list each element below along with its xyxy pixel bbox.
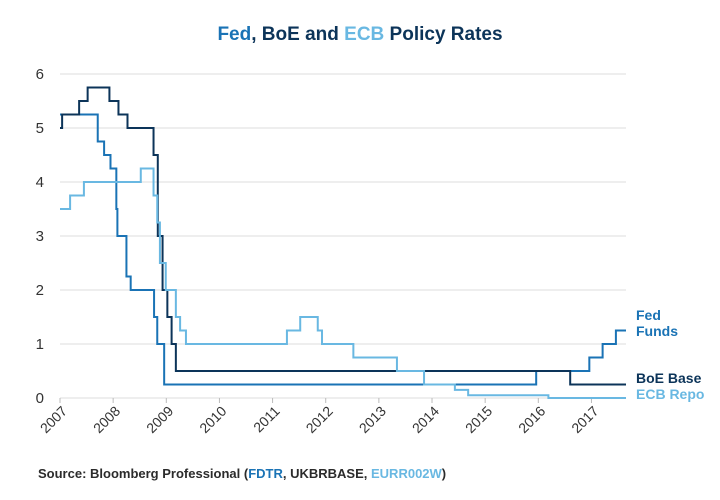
source-mid: , UKBRBASE, bbox=[282, 466, 371, 481]
x-tick-label: 2016 bbox=[515, 403, 548, 436]
x-tick-label: 2013 bbox=[356, 403, 389, 436]
y-tick-label: 5 bbox=[36, 120, 44, 137]
x-tick-label: 2010 bbox=[196, 403, 229, 436]
x-tick-label: 2009 bbox=[143, 403, 176, 436]
y-tick-label: 0 bbox=[36, 390, 44, 407]
title-ecb: ECB bbox=[344, 24, 385, 45]
source-note: Source: Bloomberg Professional (FDTR, UK… bbox=[38, 466, 446, 481]
series-fed-funds bbox=[60, 113, 626, 386]
y-tick-label: 2 bbox=[36, 282, 44, 299]
x-tick-label: 2008 bbox=[90, 403, 123, 436]
x-tick-label: 2015 bbox=[462, 403, 495, 436]
legend-label-fed-funds: Fed bbox=[636, 307, 661, 323]
x-tick-label: 2011 bbox=[250, 403, 283, 436]
y-tick-label: 6 bbox=[36, 66, 44, 83]
legend-label-boe-base: BoE Base bbox=[636, 370, 702, 386]
source-prefix: Source: Bloomberg Professional ( bbox=[38, 466, 249, 481]
source-fed: FDTR bbox=[248, 466, 283, 481]
x-tick-label: 2012 bbox=[303, 403, 336, 436]
source-ecb: EURR002W bbox=[371, 466, 442, 481]
y-tick-label: 4 bbox=[36, 174, 44, 191]
x-tick-label: 2017 bbox=[568, 403, 601, 436]
legend-label-ecb-repo: ECB Repo bbox=[636, 386, 704, 402]
x-tick-label: 2014 bbox=[409, 403, 442, 436]
series-boe-base bbox=[60, 86, 626, 386]
y-tick-label: 1 bbox=[36, 336, 44, 353]
x-tick-label: 2007 bbox=[37, 403, 70, 436]
title-rest: Policy Rates bbox=[384, 24, 503, 45]
legend-label-fed-funds: Funds bbox=[636, 323, 678, 339]
title-boe: , BoE and bbox=[251, 24, 345, 45]
series-ecb-repo bbox=[60, 167, 626, 399]
title-fed: Fed bbox=[217, 24, 252, 45]
source-suffix: ) bbox=[441, 466, 447, 481]
y-tick-label: 3 bbox=[36, 228, 44, 245]
chart-title: Fed, BoE and ECB Policy Rates bbox=[0, 24, 720, 46]
